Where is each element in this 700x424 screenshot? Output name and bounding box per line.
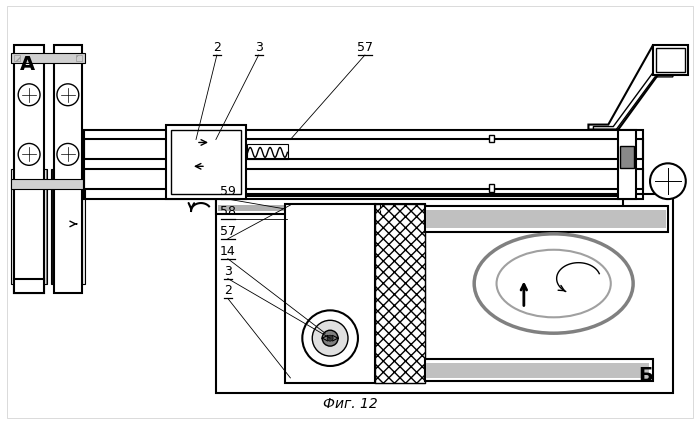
Bar xyxy=(54,45,82,293)
Circle shape xyxy=(312,320,348,356)
Text: 57: 57 xyxy=(220,225,236,238)
Bar xyxy=(653,45,688,75)
Bar xyxy=(11,169,47,284)
Bar xyxy=(286,204,424,383)
Bar xyxy=(85,170,642,188)
Circle shape xyxy=(18,84,40,106)
Circle shape xyxy=(18,143,40,165)
Bar xyxy=(84,130,643,199)
Bar xyxy=(426,363,649,378)
Bar xyxy=(246,145,288,159)
Bar xyxy=(85,140,642,158)
Bar xyxy=(424,206,668,232)
Circle shape xyxy=(57,84,79,106)
Bar xyxy=(14,279,44,293)
Bar xyxy=(76,55,82,61)
Bar xyxy=(424,359,653,381)
Bar xyxy=(84,169,643,189)
Text: 57: 57 xyxy=(357,41,373,54)
Bar xyxy=(489,134,494,142)
Circle shape xyxy=(57,143,79,165)
Circle shape xyxy=(327,335,333,341)
Text: 3: 3 xyxy=(224,265,232,278)
Bar xyxy=(11,179,85,189)
Bar xyxy=(216,196,623,214)
Bar xyxy=(218,205,620,211)
Bar xyxy=(656,48,685,72)
Bar xyxy=(489,184,494,192)
Polygon shape xyxy=(589,45,678,130)
Text: 59: 59 xyxy=(220,185,236,198)
Bar xyxy=(51,169,85,284)
Bar xyxy=(618,130,636,199)
Circle shape xyxy=(650,163,686,199)
Circle shape xyxy=(322,330,338,346)
Bar xyxy=(426,210,666,228)
Circle shape xyxy=(302,310,358,366)
Bar xyxy=(620,146,634,168)
Text: 58: 58 xyxy=(220,205,236,218)
Bar xyxy=(166,125,246,199)
Bar xyxy=(84,139,643,159)
Bar xyxy=(216,194,673,393)
Text: 2: 2 xyxy=(213,41,220,54)
Text: Б: Б xyxy=(638,366,653,385)
Bar xyxy=(11,53,85,63)
Bar xyxy=(172,130,241,194)
Text: Фиг. 12: Фиг. 12 xyxy=(323,397,377,411)
Text: 14: 14 xyxy=(220,245,236,258)
Bar xyxy=(374,204,424,383)
Bar xyxy=(14,55,20,61)
Text: 2: 2 xyxy=(224,285,232,298)
Text: А: А xyxy=(20,56,35,75)
Bar xyxy=(14,45,44,293)
Text: 3: 3 xyxy=(255,41,262,54)
